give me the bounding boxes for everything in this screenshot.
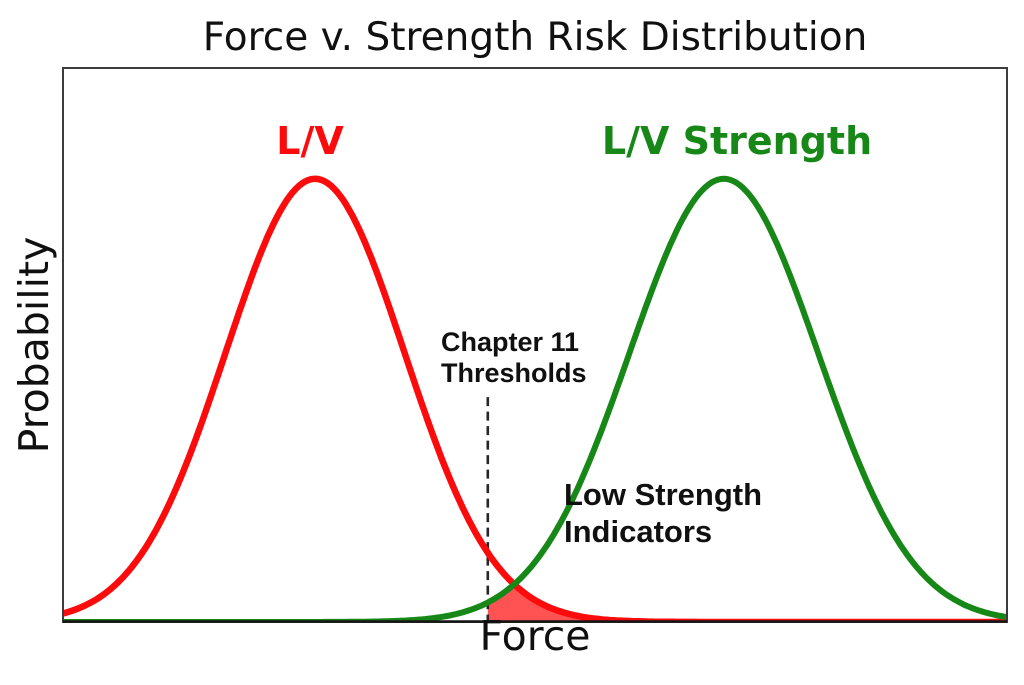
- indicators-annotation-line2: Indicators: [564, 514, 713, 549]
- shaded-tail-region: [487, 584, 1007, 622]
- green-curve: [63, 175, 1007, 622]
- indicators-annotation-line1: Low Strength: [564, 477, 763, 512]
- threshold-annotation-line1: Chapter 11: [441, 327, 580, 357]
- x-axis-label: Force: [479, 612, 591, 660]
- threshold-annotation-line2: Thresholds: [441, 358, 587, 388]
- plot-background: [63, 68, 1007, 622]
- indicators-annotation: Low Strength Indicators: [564, 476, 762, 550]
- threshold-annotation: Chapter 11 Thresholds: [441, 327, 587, 389]
- y-axis-label: Probability: [10, 236, 58, 454]
- red-curve-label: L/V: [276, 119, 344, 163]
- red-curve: [63, 175, 1007, 622]
- chart-title: Force v. Strength Risk Distribution: [202, 15, 868, 60]
- green-curve-label: L/V Strength: [601, 119, 873, 163]
